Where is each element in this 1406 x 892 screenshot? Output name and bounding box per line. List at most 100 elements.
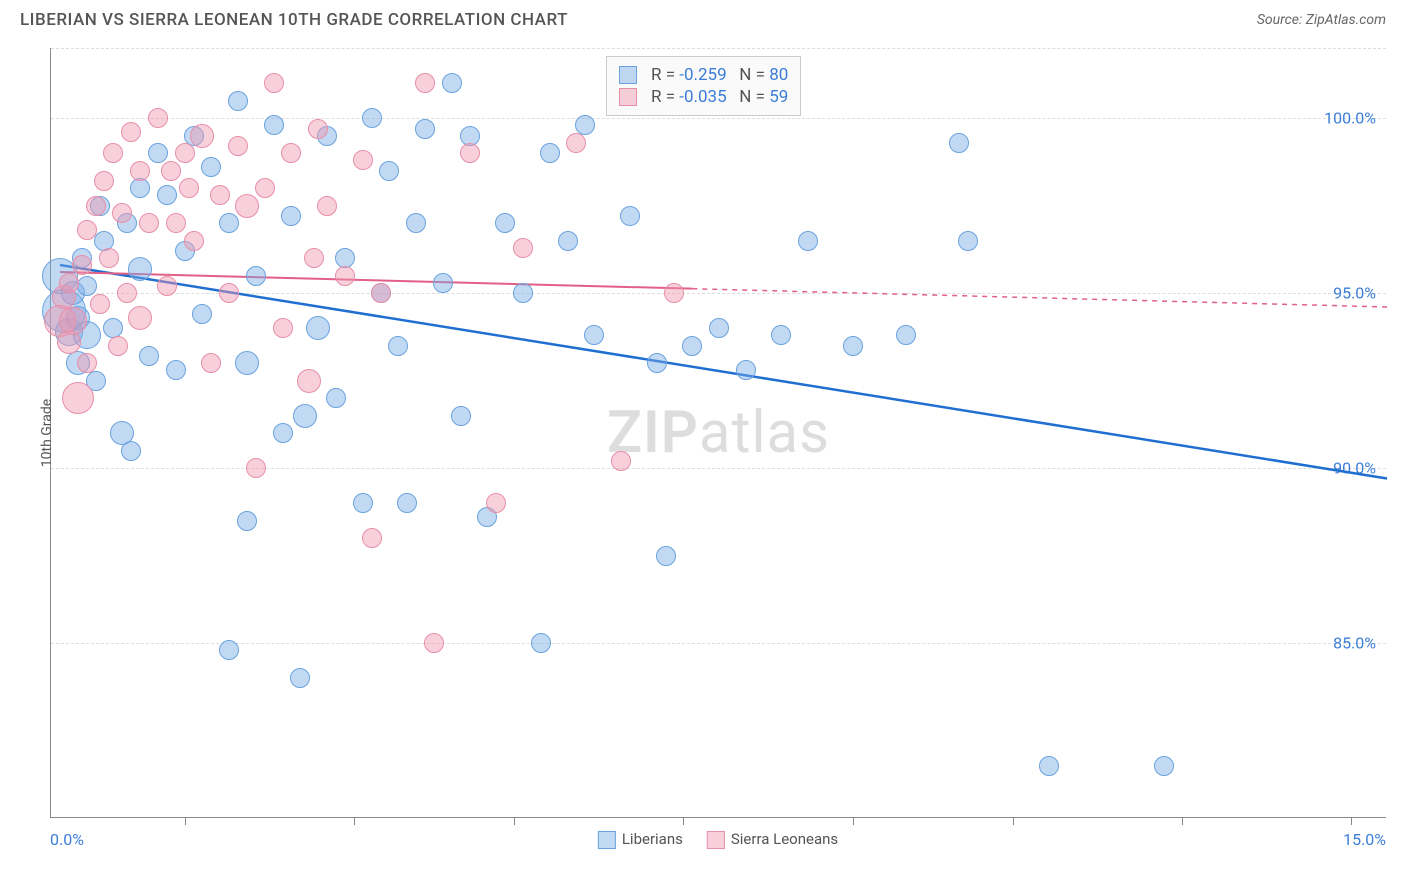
x-tick [185,817,186,825]
data-point [130,161,150,181]
data-point [540,143,560,163]
data-point [682,336,702,356]
x-max-label: 15.0% [1343,830,1386,849]
data-point [647,353,667,373]
data-point [513,238,533,258]
data-point [148,143,168,163]
trend-lines [51,48,1387,818]
data-point [77,276,97,296]
legend-swatch [619,66,637,84]
data-point [273,318,293,338]
data-point [157,185,177,205]
x-tick [1013,817,1014,825]
x-tick [514,817,515,825]
data-point [108,336,128,356]
data-point [192,304,212,324]
x-tick [1351,817,1352,825]
data-point [495,213,515,233]
data-point [896,325,916,345]
legend-item: Liberians [598,830,683,849]
data-point [362,108,382,128]
x-min-label: 0.0% [50,830,84,849]
data-point [190,124,214,148]
gridline [51,293,1386,294]
data-point [59,273,79,293]
data-point [264,115,284,135]
data-point [184,231,204,251]
y-tick-label: 85.0% [1333,634,1376,653]
data-point [86,196,106,216]
data-point [620,206,640,226]
data-point [415,119,435,139]
data-point [246,266,266,286]
data-point [166,213,186,233]
legend-row: R = -0.035 N = 59 [619,87,788,107]
data-point [121,122,141,142]
data-point [228,136,248,156]
data-point [558,231,578,251]
plot-region: 10th Grade ZIPatlas 85.0%90.0%95.0%100.0… [50,48,1386,818]
watermark: ZIPatlas [607,399,830,467]
data-point [117,283,137,303]
data-point [709,318,729,338]
correlation-legend: R = -0.259 N = 80R = -0.035 N = 59 [606,56,801,116]
data-point [201,157,221,177]
data-point [228,91,248,111]
data-point [293,404,317,428]
data-point [121,441,141,461]
data-point [219,640,239,660]
data-point [281,143,301,163]
data-point [297,369,321,393]
data-point [304,248,324,268]
data-point [139,213,159,233]
data-point [433,273,453,293]
data-point [179,178,199,198]
x-axis-row: 0.0% Liberians Sierra Leoneans 15.0% [50,830,1386,849]
data-point [308,119,328,139]
data-point [317,196,337,216]
data-point [397,493,417,513]
legend-row: R = -0.259 N = 80 [619,65,788,85]
legend-item: Sierra Leoneans [707,830,838,849]
data-point [94,171,114,191]
y-tick-label: 95.0% [1333,284,1376,303]
data-point [513,283,533,303]
data-point [157,276,177,296]
data-point [175,143,195,163]
data-point [219,213,239,233]
data-point [201,353,221,373]
chart-area: 10th Grade ZIPatlas 85.0%90.0%95.0%100.0… [50,48,1386,818]
data-point [771,325,791,345]
x-tick [354,817,355,825]
data-point [656,546,676,566]
data-point [664,283,684,303]
data-point [566,133,586,153]
legend-swatch [619,88,637,106]
data-point [273,423,293,443]
data-point [451,406,471,426]
x-tick [683,817,684,825]
data-point [62,382,94,414]
data-point [77,220,97,240]
data-point [148,108,168,128]
chart-title: LIBERIAN VS SIERRA LEONEAN 10TH GRADE CO… [20,10,568,30]
data-point [72,255,92,275]
x-tick [1182,817,1183,825]
gridline [51,118,1386,119]
data-point [130,178,150,198]
data-point [1154,756,1174,776]
y-axis-label: 10th Grade [39,398,55,466]
data-point [90,294,110,314]
data-point [77,353,97,373]
gridline [51,643,1386,644]
data-point [281,206,301,226]
data-point [406,213,426,233]
data-point [59,307,87,335]
data-point [424,633,444,653]
data-point [103,143,123,163]
data-point [99,248,119,268]
data-point [415,73,435,93]
data-point [843,336,863,356]
data-point [237,511,257,531]
data-point [246,458,266,478]
